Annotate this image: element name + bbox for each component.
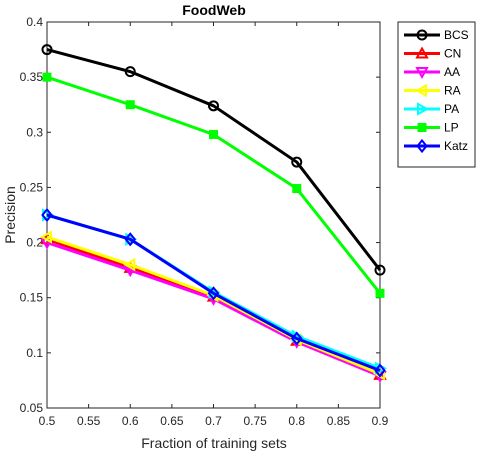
plot-area bbox=[46, 21, 381, 409]
y-tick-label: 0.2 bbox=[26, 236, 43, 250]
legend-item-katz: Katz bbox=[404, 138, 468, 154]
y-tick-label: 0.25 bbox=[20, 180, 44, 194]
legend-marker-bcs bbox=[416, 29, 428, 41]
x-tick-label: 0.85 bbox=[327, 414, 351, 428]
data-point-bcs bbox=[124, 66, 136, 78]
legend-label-katz: Katz bbox=[444, 139, 468, 153]
legend-marker-katz bbox=[416, 138, 428, 154]
x-tick-label: 0.65 bbox=[160, 414, 184, 428]
legend-item-aa: AA bbox=[404, 65, 460, 80]
data-point-katz bbox=[290, 331, 303, 346]
x-tick-label: 0.5 bbox=[39, 414, 56, 428]
y-tick-label: 0.4 bbox=[26, 15, 43, 29]
y-tick-label: 0.1 bbox=[26, 346, 43, 360]
x-tick-label: 0.6 bbox=[122, 414, 139, 428]
legend-marker-aa bbox=[415, 67, 429, 80]
data-point-katz bbox=[374, 363, 386, 378]
series-layer bbox=[39, 44, 388, 384]
data-point-bcs bbox=[208, 100, 219, 112]
data-point-ra bbox=[123, 257, 136, 272]
chart-title: FoodWeb bbox=[182, 2, 246, 18]
data-point-ra bbox=[39, 230, 52, 244]
legend-item-bcs: BCS bbox=[404, 28, 469, 42]
legend-label-aa: AA bbox=[444, 65, 460, 79]
y-axis-label: Precision bbox=[2, 186, 18, 244]
data-point-lp bbox=[375, 288, 385, 298]
legend-item-ra: RA bbox=[404, 84, 461, 98]
legend-marker-cn bbox=[415, 46, 429, 59]
x-tick-label: 0.75 bbox=[243, 414, 267, 428]
y-tick-label: 0.3 bbox=[26, 125, 43, 139]
data-point-katz bbox=[41, 207, 53, 223]
data-point-lp bbox=[125, 100, 135, 110]
legend-item-lp: LP bbox=[404, 121, 459, 135]
data-point-katz bbox=[207, 286, 220, 301]
legend-marker-ra bbox=[414, 83, 427, 98]
axis-ticks: 0.5 0.55 0.6 0.65 0.7 0.75 0.8 0.85 0.9 0.05 0.1 0.… bbox=[20, 15, 389, 428]
x-tick-label: 0.7 bbox=[205, 414, 222, 428]
data-point-lp bbox=[42, 72, 52, 82]
series-line-katz bbox=[46, 213, 381, 372]
y-tick-label: 0.35 bbox=[20, 70, 44, 84]
legend-item-cn: CN bbox=[404, 46, 461, 61]
legend-box bbox=[397, 21, 476, 168]
series-bcs bbox=[41, 44, 386, 276]
legend-item-pa: PA bbox=[404, 102, 459, 116]
x-tick-label: 0.8 bbox=[288, 414, 305, 428]
data-point-katz bbox=[124, 232, 137, 247]
y-tick-label: 0.15 bbox=[20, 291, 44, 305]
legend-label-pa: PA bbox=[444, 102, 459, 116]
data-point-bcs bbox=[291, 156, 303, 168]
y-tick-label: 0.05 bbox=[20, 401, 44, 415]
series-lp bbox=[42, 72, 385, 298]
legend-label-bcs: BCS bbox=[444, 28, 469, 42]
data-point-bcs bbox=[41, 44, 53, 56]
data-point-bcs bbox=[374, 264, 386, 276]
legend-label-cn: CN bbox=[444, 47, 461, 61]
legend-marker-lp bbox=[417, 123, 427, 132]
legend-marker-pa bbox=[417, 102, 430, 116]
data-point-lp bbox=[209, 129, 218, 139]
legend: BCS CN AA RA PA LP Katz bbox=[397, 21, 476, 168]
x-axis-label: Fraction of training sets bbox=[141, 435, 287, 451]
series-katz bbox=[41, 207, 386, 378]
x-tick-label: 0.9 bbox=[372, 414, 389, 428]
legend-label-ra: RA bbox=[444, 84, 461, 98]
legend-label-lp: LP bbox=[444, 121, 459, 135]
data-point-cn bbox=[123, 260, 137, 273]
data-point-lp bbox=[292, 184, 302, 194]
series-line-bcs bbox=[46, 48, 382, 272]
x-tick-label: 0.55 bbox=[77, 414, 101, 428]
